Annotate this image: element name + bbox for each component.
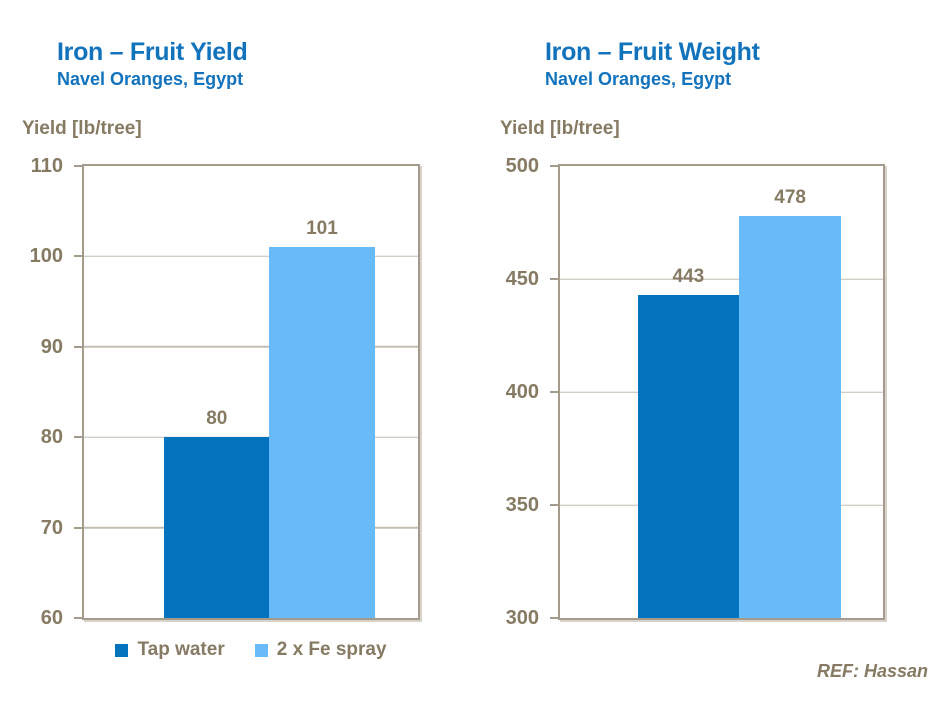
y-tick-label: 80 xyxy=(40,426,63,449)
y-tick-mark xyxy=(550,504,558,506)
y-tick-label: 350 xyxy=(505,494,539,516)
y-tick-mark xyxy=(74,255,82,258)
y-tick-label: 500 xyxy=(505,155,539,177)
gridline-100 xyxy=(84,255,418,258)
legend-item-tap-water: Tap water xyxy=(115,639,225,661)
y-tick-mark xyxy=(74,436,82,439)
y-tick-mark xyxy=(550,278,558,280)
chart-fruit-yield: Iron – Fruit Yield Navel Oranges, Egypt … xyxy=(22,38,420,661)
data-label-tap-water: 443 xyxy=(672,265,705,287)
y-tick-mark xyxy=(74,165,82,167)
reference-note: REF: Hassan xyxy=(816,661,928,681)
chart-subtitle: Navel Oranges, Egypt xyxy=(57,69,244,89)
legend-swatch-tap-water xyxy=(115,643,129,657)
y-axis-title: Yield [lb/tree] xyxy=(22,118,142,139)
legend-label: Tap water xyxy=(137,639,225,660)
chart-fruit-weight: Iron – Fruit Weight Navel Oranges, Egypt… xyxy=(475,0,949,709)
chart-title: Iron – Fruit Yield xyxy=(57,38,248,66)
data-label-tap-water: 80 xyxy=(206,408,228,430)
y-tick-label: 450 xyxy=(505,268,539,290)
y-tick-label: 110 xyxy=(30,155,63,177)
legend-label: 2 x Fe spray xyxy=(276,639,387,660)
legend-swatch-2-x-fe-spray xyxy=(254,643,268,657)
data-label-2-x-fe-spray: 478 xyxy=(774,186,806,208)
y-tick-label: 60 xyxy=(40,607,63,629)
gridline-90 xyxy=(84,346,418,348)
bar-2-x-fe-spray xyxy=(269,247,375,618)
y-tick-mark xyxy=(74,345,82,348)
y-tick-mark xyxy=(550,617,558,619)
y-tick-mark xyxy=(74,617,82,619)
legend: Tap water 2 x Fe spray xyxy=(82,639,420,661)
y-tick-mark xyxy=(550,165,558,167)
y-tick-mark xyxy=(74,526,82,529)
chart-title: Iron – Fruit Weight xyxy=(545,38,760,66)
y-axis-title: Yield [lb/tree] xyxy=(500,118,620,139)
data-label-2-x-fe-spray: 101 xyxy=(306,218,338,240)
bar-tap-water xyxy=(164,437,270,618)
chart-subtitle: Navel Oranges, Egypt xyxy=(545,69,732,89)
legend-item-2-x-fe-spray: 2 x Fe spray xyxy=(254,639,387,661)
y-tick-label: 70 xyxy=(40,516,63,539)
y-tick-label: 400 xyxy=(505,381,539,403)
plot-area: 60 70 80 90 100 110 80 101 xyxy=(30,155,420,629)
bar-2-x-fe-spray xyxy=(739,215,841,618)
y-tick-label: 100 xyxy=(29,245,63,268)
y-tick-mark xyxy=(550,391,558,393)
bar-tap-water xyxy=(637,294,740,618)
y-tick-label: 300 xyxy=(505,607,539,629)
y-tick-label: 90 xyxy=(40,335,63,358)
plot-area: 300 350 400 450 500 443 478 xyxy=(506,155,885,629)
gridline-450 xyxy=(560,278,883,280)
